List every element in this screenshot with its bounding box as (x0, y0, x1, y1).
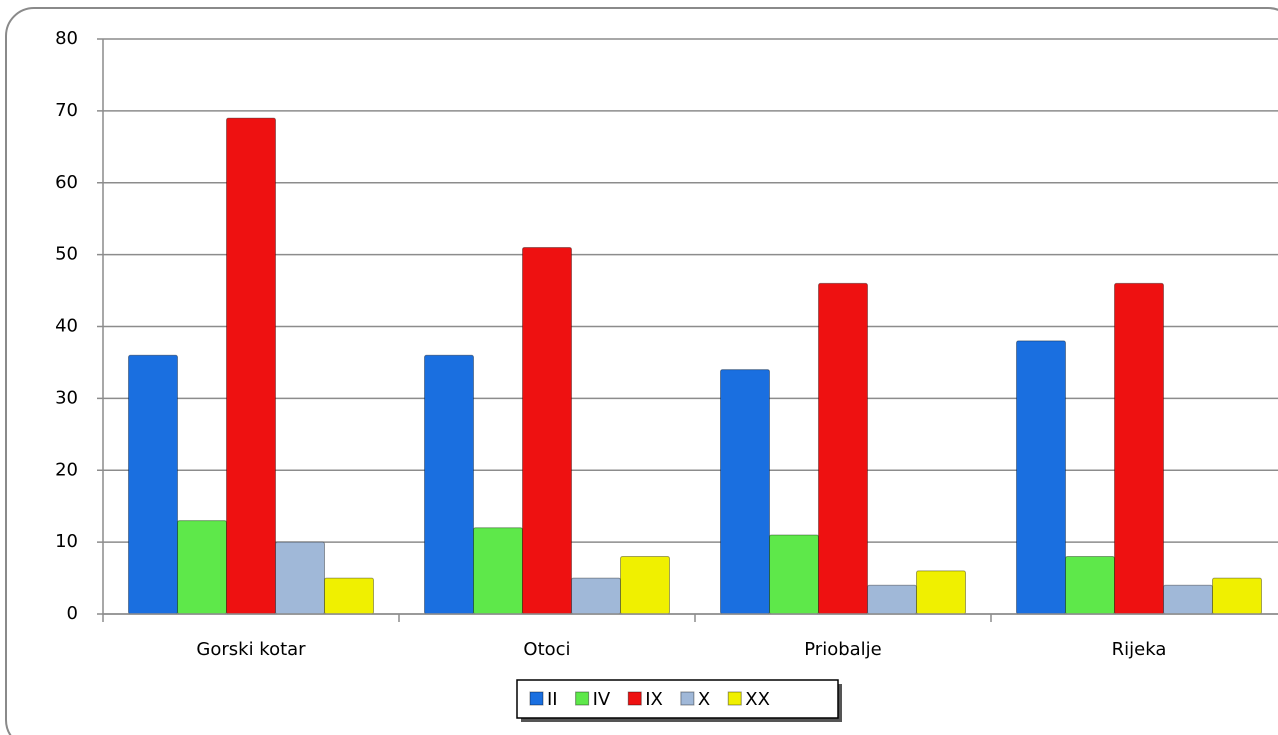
legend-box (516, 679, 839, 719)
legend-swatch (627, 691, 642, 706)
y-tick-label: 30 (55, 387, 78, 408)
y-tick-label: 40 (55, 316, 78, 337)
legend-swatch (680, 691, 695, 706)
bar (226, 117, 276, 615)
legend: II IV IX X XX (516, 679, 842, 722)
bar (571, 577, 621, 615)
legend-label: IX (645, 689, 663, 710)
bar (473, 527, 523, 615)
y-tick-label: 50 (55, 244, 78, 265)
y-tick-label: 80 (55, 28, 78, 49)
bar (1114, 282, 1164, 615)
legend-label: II (547, 689, 558, 710)
bar (1163, 584, 1213, 615)
bar (867, 584, 917, 615)
bar (1065, 556, 1115, 615)
bar (522, 246, 572, 615)
legend-label: X (698, 689, 710, 710)
bar (128, 354, 178, 615)
x-tick-label: Otoci (523, 639, 570, 660)
legend-label: IV (593, 689, 611, 710)
y-tick-label: 70 (55, 100, 78, 121)
legend-swatch (529, 691, 544, 706)
y-tick-label: 10 (55, 531, 78, 552)
bar (916, 570, 966, 615)
bar (818, 282, 868, 615)
legend-label: XX (745, 689, 770, 710)
bar (769, 534, 819, 615)
bar (275, 541, 325, 615)
x-tick-label: Rijeka (1112, 639, 1167, 660)
legend-swatch (575, 691, 590, 706)
bar (1016, 340, 1066, 615)
bar (1212, 577, 1262, 615)
x-tick-label: Priobalje (804, 639, 881, 660)
bar (720, 369, 770, 615)
x-tick-label: Gorski kotar (196, 639, 306, 660)
y-tick-label: 60 (55, 172, 78, 193)
bar (177, 520, 227, 615)
y-tick-label: 0 (67, 603, 78, 624)
y-tick-label: 20 (55, 459, 78, 480)
chart-border (5, 7, 1278, 735)
bar (324, 577, 374, 615)
legend-swatch (727, 691, 742, 706)
bar (620, 556, 670, 615)
bar (424, 354, 474, 615)
